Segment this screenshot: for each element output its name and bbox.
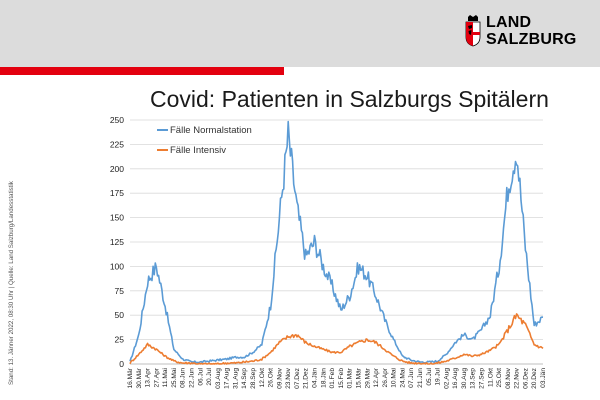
x-tick-label: 11.Okt: [487, 368, 494, 387]
y-tick-label: 0: [119, 359, 124, 369]
x-tick-label: 01.Feb: [329, 368, 336, 389]
x-tick-label: 12.Apr: [373, 367, 380, 387]
y-tick-label: 125: [110, 237, 124, 247]
x-tick-label: 06.Jul: [197, 367, 204, 385]
chart-title: Covid: Patienten in Salzburgs Spitälern: [150, 86, 549, 112]
x-tick-label: 23.Nov: [285, 367, 292, 389]
x-tick-label: 31.Aug: [232, 368, 239, 389]
x-tick-label: 28.Sep: [250, 368, 257, 389]
y-tick-label: 25: [115, 335, 125, 345]
x-tick-label: 03.Jän: [540, 368, 547, 388]
series-line-normalstation: [129, 120, 544, 364]
accent-bar: [0, 67, 284, 75]
logo-line2: SALZBURG: [486, 31, 577, 48]
x-tick-label: 30.Mär: [136, 367, 143, 388]
x-tick-label: 08.Nov: [505, 367, 512, 389]
x-tick-label: 11.Mai: [162, 367, 169, 387]
header-band: [0, 0, 600, 67]
x-tick-label: 07.Dez: [294, 368, 301, 389]
x-tick-label: 16.Aug: [452, 368, 459, 389]
legend-label: Fälle Normalstation: [170, 125, 252, 136]
x-tick-label: 04.Jän: [312, 368, 319, 388]
x-tick-label: 10.Mai: [391, 367, 398, 387]
y-tick-label: 100: [110, 261, 124, 271]
x-tick-label: 08.Jun: [180, 368, 187, 388]
y-tick-label: 175: [110, 188, 124, 198]
x-tick-label: 22.Jun: [189, 368, 196, 388]
x-tick-label: 01.Mär: [347, 367, 354, 388]
logo-line1: LAND: [486, 14, 532, 31]
series-line-intensiv: [129, 313, 544, 365]
salzburg-coat-of-arms-icon: [465, 15, 481, 47]
series-layer: [129, 120, 544, 365]
x-tick-label: 22.Nov: [514, 367, 521, 389]
x-tick-label: 18.Jän: [320, 368, 327, 388]
x-tick-label: 20.Dez: [531, 368, 538, 389]
grid-layer: [130, 119, 543, 365]
x-tick-label: 02.Aug: [443, 368, 450, 389]
x-tick-label: 16.Mär: [127, 367, 134, 388]
x-tick-label: 13.Sep: [470, 368, 477, 389]
land-salzburg-logo: LAND SALZBURG: [464, 14, 594, 54]
x-tick-label: 09.Nov: [276, 367, 283, 389]
y-tick-label: 250: [110, 115, 124, 125]
x-tick-label: 29.Mär: [364, 367, 371, 388]
x-tick-label: 17.Aug: [224, 368, 231, 389]
x-tick-label: 12.Okt: [259, 368, 266, 388]
x-tick-label: 14.Sep: [241, 368, 248, 389]
x-tick-label: 27.Apr: [153, 367, 160, 387]
legend-label: Fälle Intensiv: [170, 145, 226, 156]
x-tick-label: 24.Mai: [399, 367, 406, 387]
x-tick-label: 21.Jun: [417, 368, 424, 388]
x-tick-label: 15.Feb: [338, 368, 345, 389]
y-tick-label: 75: [115, 286, 125, 296]
axis-layer: 0 25 50 75 100 125 150 175 200 225 250 16.Mär 30.Mär…: [110, 115, 547, 389]
y-tick-label: 225: [110, 139, 124, 149]
x-tick-label: 25.Mai: [171, 367, 178, 387]
x-tick-label: 15.Mär: [355, 367, 362, 388]
logo-text: LAND SALZBURG: [486, 14, 576, 48]
x-tick-label: 06.Dez: [522, 368, 529, 389]
x-tick-label: 19.Jul: [435, 367, 442, 385]
x-tick-label: 07.Jun: [408, 368, 415, 388]
x-tick-label: 13.Apr: [145, 367, 152, 387]
x-tick-label: 26.Apr: [382, 367, 389, 387]
x-tick-label: 26.Okt: [268, 368, 275, 388]
x-tick-label: 03.Aug: [215, 368, 222, 389]
x-tick-label: 30.Aug: [461, 368, 468, 389]
legend: Fälle Normalstation Fälle Intensiv: [157, 125, 252, 156]
x-tick-label: 25.Okt: [496, 368, 503, 388]
x-tick-label: 20.Jul: [206, 367, 213, 385]
x-tick-label: 21.Dez: [303, 368, 310, 389]
y-tick-label: 200: [110, 164, 124, 174]
x-tick-label: 27.Sep: [478, 368, 485, 389]
x-tick-label: 05.Jul: [426, 367, 433, 385]
y-tick-label: 50: [115, 310, 125, 320]
y-tick-label: 150: [110, 213, 124, 223]
